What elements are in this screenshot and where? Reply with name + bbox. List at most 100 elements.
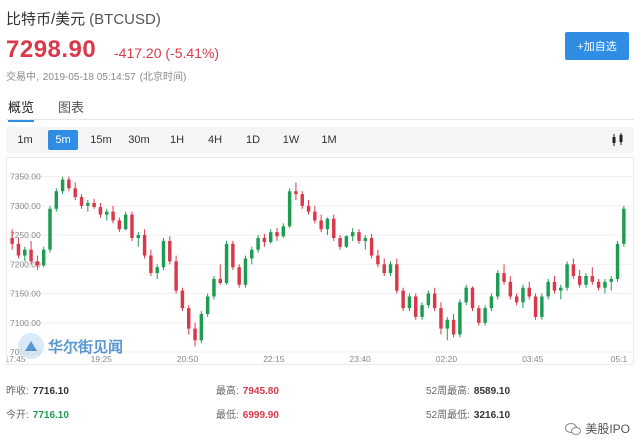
candle-body xyxy=(495,273,500,297)
candle-body xyxy=(451,319,456,335)
corner-watermark: 美股IPO xyxy=(565,420,630,437)
candle-body xyxy=(325,218,330,230)
candle-body xyxy=(432,293,437,309)
add-to-watchlist-button[interactable]: +加自选 xyxy=(565,32,629,60)
candle-body xyxy=(571,264,576,276)
candle-body xyxy=(344,236,349,247)
brand-watermark-text: 华尔街见闻 xyxy=(48,338,124,356)
candle-body xyxy=(363,238,368,241)
candle-body xyxy=(306,205,311,212)
candle-body xyxy=(130,214,134,238)
candle-body xyxy=(439,308,443,329)
candle-body xyxy=(155,267,159,274)
candle-body xyxy=(41,249,46,266)
candle-body xyxy=(584,276,588,285)
interval-1mo[interactable]: 1M xyxy=(321,134,337,146)
candle-body xyxy=(300,194,304,206)
instrument-title: 比特币/美元 (BTCUSD) xyxy=(6,8,161,29)
candle-body xyxy=(86,202,90,206)
candle-body xyxy=(161,240,166,268)
interval-1m[interactable]: 1m xyxy=(17,134,33,146)
status-label: 交易中, xyxy=(6,72,39,83)
stat-label: 最低: xyxy=(216,410,239,421)
stat-value: 6999.90 xyxy=(242,410,279,421)
candle-body xyxy=(199,314,204,341)
stat-prev-close: 昨收: 7716.10 xyxy=(6,382,69,397)
candle-body xyxy=(243,258,248,285)
candle-body xyxy=(231,243,235,268)
candle-body xyxy=(212,278,216,297)
candle-body xyxy=(275,232,279,237)
candle-body xyxy=(256,238,260,250)
candle-body xyxy=(319,220,323,230)
stat-value: 7945.80 xyxy=(242,386,279,397)
interval-1d[interactable]: 1D xyxy=(245,134,261,146)
candle-body xyxy=(10,238,14,244)
x-tick-label: 17:45 xyxy=(7,354,26,364)
candle-body xyxy=(237,267,241,285)
x-tick-label: 20:50 xyxy=(177,354,199,364)
candle-body xyxy=(559,287,563,291)
interval-5m[interactable]: 5m xyxy=(48,130,78,150)
interval-1h[interactable]: 1H xyxy=(169,134,185,146)
stat-label: 52周最低: xyxy=(426,410,470,421)
stat-52w-low: 52周最低: 3216.10 xyxy=(426,406,510,421)
candle-body xyxy=(218,278,222,284)
candle-body xyxy=(540,296,544,317)
candle-body xyxy=(477,308,481,323)
candle-body xyxy=(294,191,298,195)
stat-value: 3216.10 xyxy=(473,410,511,421)
candle-body xyxy=(514,296,519,303)
candle-body xyxy=(73,188,77,198)
x-tick-label: 23:40 xyxy=(350,354,372,364)
candle-body xyxy=(369,238,374,256)
view-tabs: 概览 图表 xyxy=(6,96,634,122)
interval-4h[interactable]: 4H xyxy=(207,134,223,146)
y-tick-label: 7350.00 xyxy=(10,172,41,182)
candle-body xyxy=(268,232,273,243)
candle-body xyxy=(149,255,153,274)
brand-watermark: 华尔街见闻 xyxy=(18,333,123,359)
brand-logo-icon xyxy=(18,333,44,359)
candle-body xyxy=(552,281,557,291)
stat-label: 今开: xyxy=(6,410,29,421)
candle-body xyxy=(521,287,525,303)
candle-body xyxy=(615,243,620,279)
candle-body xyxy=(250,249,254,259)
stat-value: 8589.10 xyxy=(473,386,511,397)
tab-chart[interactable]: 图表 xyxy=(58,100,85,115)
tab-overview[interactable]: 概览 xyxy=(8,97,35,122)
candle-body xyxy=(281,226,286,237)
candlestick-type-icon[interactable] xyxy=(610,132,626,148)
quote-stats: 昨收: 7716.10 最高: 7945.80 52周最高: 8589.10 今开: 7… xyxy=(6,376,634,440)
candle-body xyxy=(174,261,178,291)
candle-body xyxy=(205,296,210,314)
candle-body xyxy=(388,264,393,274)
interval-15m[interactable]: 15m xyxy=(90,134,112,146)
candle-body xyxy=(395,264,399,291)
candle-body xyxy=(60,179,65,192)
candle-body xyxy=(414,296,418,317)
candle-body xyxy=(527,287,531,297)
candle-body xyxy=(382,264,386,274)
candle-body xyxy=(622,208,626,244)
candle-body xyxy=(105,211,109,215)
candle-body xyxy=(464,287,468,303)
stat-label: 最高: xyxy=(216,386,239,397)
stat-value: 7716.10 xyxy=(32,410,69,421)
stat-open: 今开: 7716.10 xyxy=(6,406,69,421)
last-price: 7298.90 xyxy=(6,36,97,63)
candle-body xyxy=(596,281,601,288)
stat-low: 最低: 6999.90 xyxy=(216,406,279,421)
interval-30m[interactable]: 30m xyxy=(128,134,150,146)
candle-body xyxy=(92,202,96,208)
y-tick-label: 7300.00 xyxy=(10,201,41,211)
candle-body xyxy=(350,232,355,237)
interval-toolbar: 1m 5m 15m 30m 1H 4H 1D 1W 1M xyxy=(6,127,634,153)
candle-body xyxy=(186,308,191,329)
interval-1w[interactable]: 1W xyxy=(282,134,300,146)
x-tick-label: 03:45 xyxy=(522,354,544,364)
candle-body xyxy=(508,281,513,297)
candle-body xyxy=(546,281,550,297)
stat-value: 7716.10 xyxy=(32,386,69,397)
